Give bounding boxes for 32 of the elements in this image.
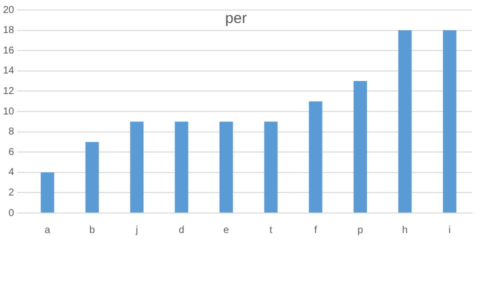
bar	[40, 172, 54, 212]
bar	[130, 122, 144, 212]
y-tick-label: 18	[3, 25, 15, 36]
y-tick-label: 4	[8, 167, 15, 178]
y-tick-label: 8	[8, 126, 15, 138]
x-tick-label: e	[223, 224, 230, 236]
bar	[354, 81, 367, 212]
y-tick-label: 6	[8, 146, 15, 158]
y-tick-label: 20	[3, 4, 15, 16]
x-tick-label: h	[402, 224, 408, 236]
bar	[220, 122, 233, 212]
x-tick-label: d	[178, 224, 184, 236]
x-tick-label: f	[314, 224, 318, 236]
chart-title: per	[225, 10, 247, 28]
y-tick-label: 14	[3, 66, 15, 77]
y-tick-label: 2	[8, 187, 15, 198]
y-tick-label: 0	[8, 208, 15, 219]
x-tick-label: b	[89, 224, 96, 236]
x-tick-label: t	[270, 224, 273, 236]
x-tick-label: p	[358, 224, 364, 236]
bar	[264, 122, 278, 212]
x-tick-label: j	[134, 224, 138, 236]
bar	[398, 30, 412, 212]
bar	[442, 30, 456, 212]
x-tick-label: i	[448, 224, 451, 236]
y-tick-label: 16	[3, 45, 15, 56]
y-tick-label: 12	[3, 86, 15, 97]
y-tick-label: 10	[3, 106, 15, 118]
bar	[85, 142, 99, 212]
x-tick-label: a	[44, 224, 51, 236]
bar	[308, 101, 322, 212]
bar	[174, 122, 188, 212]
